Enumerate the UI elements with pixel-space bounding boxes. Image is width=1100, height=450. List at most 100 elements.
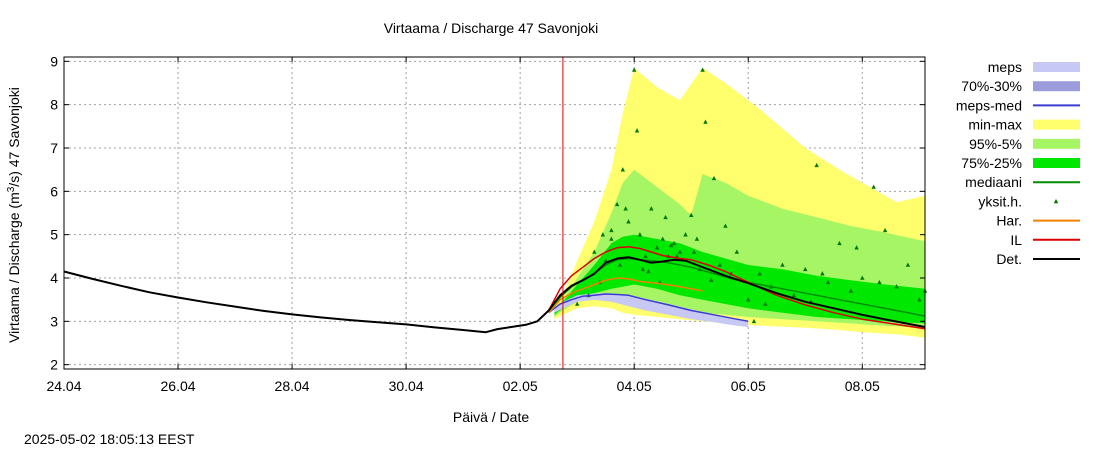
ensemble-point <box>654 245 660 250</box>
legend-label: 75%-25% <box>961 155 1022 171</box>
y-tick-label: 8 <box>50 97 58 113</box>
ensemble-point <box>780 262 785 267</box>
ensemble-point <box>708 277 714 282</box>
ensemble-point <box>917 297 922 302</box>
ensemble-point <box>751 318 757 324</box>
series-line-det <box>63 256 926 334</box>
x-tick-label: 28.04 <box>275 378 310 394</box>
y-tick-label: 9 <box>50 53 58 69</box>
chart-title: Virtaama / Discharge 47 Savonjoki <box>384 20 599 36</box>
ensemble-point <box>663 214 668 220</box>
series-lines <box>63 246 926 334</box>
x-tick-label: 08.05 <box>845 378 880 394</box>
ensemble-point <box>734 249 740 254</box>
legend-swatch <box>1033 62 1080 72</box>
legend-label: yksit.h. <box>978 193 1022 209</box>
y-tick-label: 7 <box>50 140 58 156</box>
y-tick-label: 5 <box>50 227 58 243</box>
legend-swatch <box>1033 138 1080 149</box>
legend-swatch <box>1033 119 1080 130</box>
ensemble-point <box>877 279 882 285</box>
ensemble-point <box>609 227 614 233</box>
y-tick-label: 3 <box>50 313 58 329</box>
ensemble-point <box>894 284 899 289</box>
ensemble-point <box>803 266 808 272</box>
ensemble-point <box>649 206 654 211</box>
ensemble-point <box>763 301 768 306</box>
ensemble-point <box>694 236 700 241</box>
ensemble-point <box>689 212 694 217</box>
x-axis-ticks: 24.04 26.04 28.04 30.04 02.05 04.05 06.05 08.05 <box>46 57 880 394</box>
ensemble-point <box>905 262 911 267</box>
y-tick-label: 2 <box>50 357 58 373</box>
legend-label: Har. <box>996 213 1022 229</box>
ensemble-point <box>671 240 677 246</box>
x-axis-label: Päivä / Date <box>453 409 529 425</box>
ensemble-point <box>574 301 580 306</box>
ensemble-point <box>623 206 628 211</box>
legend-label: mediaani <box>965 174 1022 190</box>
ensemble-point <box>757 271 762 276</box>
ensemble-point <box>626 219 631 224</box>
ensemble-point <box>669 243 674 248</box>
ensemble-point <box>609 236 614 241</box>
y-axis-label-sup: 3 <box>6 186 17 192</box>
ensemble-point <box>854 245 859 250</box>
ensemble-point <box>631 67 637 72</box>
ensemble-point <box>614 201 620 207</box>
ensemble-point <box>703 119 708 124</box>
series-line-har <box>548 277 703 314</box>
y-axis-label-a: Virtaama / Discharge (m <box>6 192 22 343</box>
ensemble-point <box>646 269 651 274</box>
y-tick-label: 4 <box>50 270 58 286</box>
legend-swatch <box>1033 81 1080 92</box>
legend-label: 95%-5% <box>969 136 1022 152</box>
ensemble-point <box>746 297 751 302</box>
legend-swatch <box>1033 158 1080 168</box>
ensemble-point <box>871 184 876 189</box>
ensemble-point <box>617 262 623 267</box>
ensemble-point <box>683 232 688 237</box>
ensemble-point <box>660 236 665 241</box>
ensemble-point <box>814 162 819 168</box>
x-tick-label: 24.04 <box>46 378 81 394</box>
ensemble-point <box>620 167 625 172</box>
ensemble-point <box>600 232 606 237</box>
ensemble-point <box>700 67 705 72</box>
x-tick-label: 26.04 <box>161 378 196 394</box>
ensemble-point <box>592 249 597 254</box>
ensemble-point <box>848 288 854 293</box>
ensemble-point <box>637 232 643 237</box>
ensemble-point <box>882 227 888 233</box>
legend-label: 70%-30% <box>961 78 1022 94</box>
ensemble-point <box>723 223 728 228</box>
ensemble-point <box>837 240 842 246</box>
footer-timestamp: 2025-05-02 18:05:13 EEST <box>24 431 195 447</box>
ensemble-point <box>711 175 717 181</box>
ensemble-point <box>825 279 831 285</box>
legend-point <box>1053 198 1059 204</box>
ensemble-point <box>717 262 722 267</box>
legend: meps 70%-30% meps-med min-max 95%-5% 75%-25% m… <box>956 59 1080 267</box>
band-meps <box>554 293 749 327</box>
x-tick-label: 02.05 <box>503 378 538 394</box>
ensemble-point <box>677 249 683 254</box>
ensemble-point <box>640 266 645 272</box>
ensemble-point <box>643 253 648 259</box>
x-tick-label: 06.05 <box>731 378 766 394</box>
ensemble-point <box>634 128 640 133</box>
ensemble-point <box>791 292 797 298</box>
plot-frame <box>63 56 926 370</box>
ensemble-point <box>860 275 865 280</box>
x-tick-label: 04.05 <box>617 378 652 394</box>
x-tick-label: 30.04 <box>389 378 424 394</box>
ensemble-point <box>820 271 825 276</box>
legend-label: IL <box>1010 232 1022 248</box>
y-axis-label-b: /s) 47 Savonjoki <box>6 87 22 187</box>
legend-label: min-max <box>968 117 1022 133</box>
series-line-il <box>548 246 926 330</box>
y-tick-label: 6 <box>50 183 58 199</box>
legend-label: meps-med <box>956 97 1022 113</box>
legend-label: meps <box>988 59 1022 75</box>
